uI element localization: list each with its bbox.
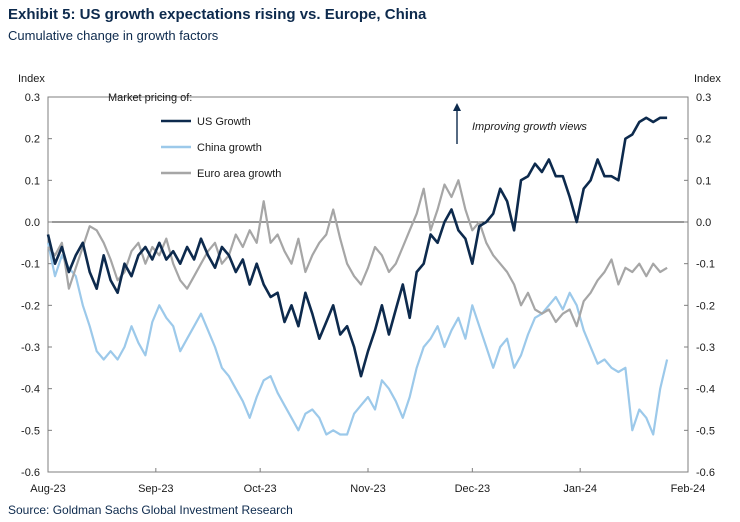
chart-title: Exhibit 5: US growth expectations rising… [8, 6, 427, 23]
x-tick-label: Nov-23 [350, 483, 385, 495]
y-tick-label-left: -0.1 [21, 259, 40, 271]
y-tick-label-right: -0.2 [696, 300, 715, 312]
y-tick-label-right: -0.3 [696, 342, 715, 354]
legend: Market pricing of: US Growth China growth E… [108, 92, 281, 180]
annotation-text: Improving growth views [472, 121, 587, 133]
y-tick-label-left: -0.4 [21, 384, 40, 396]
y-axis-label-left: Index [18, 73, 45, 85]
y-tick-label-right: -0.4 [696, 384, 715, 396]
y-tick-label-right: -0.5 [696, 425, 715, 437]
source-note: Source: Goldman Sachs Global Investment … [8, 503, 293, 517]
legend-label: Euro area growth [197, 168, 281, 180]
series-line-us-growth [46, 116, 668, 378]
y-tick-label-left: 0.0 [25, 217, 40, 229]
y-tick-label-left: -0.3 [21, 342, 40, 354]
legend-title: Market pricing of: [108, 92, 192, 104]
series-line-china-growth [46, 242, 669, 436]
y-tick-label-left: 0.3 [25, 92, 40, 104]
x-tick-label: Dec-23 [455, 483, 490, 495]
legend-label: China growth [197, 142, 262, 154]
chart-subtitle: Cumulative change in growth factors [8, 28, 219, 43]
x-tick-label: Sep-23 [138, 483, 173, 495]
series-layer [46, 116, 669, 436]
y-tick-label-left: -0.6 [21, 467, 40, 479]
y-tick-label-right: 0.3 [696, 92, 711, 104]
y-axis-label-right: Index [694, 73, 721, 85]
y-tick-label-right: 0.0 [696, 217, 711, 229]
series-line-euro-area-growth [47, 179, 668, 328]
y-tick-label-left: -0.5 [21, 425, 40, 437]
x-tick-label: Aug-23 [30, 483, 65, 495]
plot-border [47, 96, 689, 473]
y-tick-label-right: -0.1 [696, 259, 715, 271]
annotation: Improving growth views [453, 103, 587, 144]
x-tick-label: Oct-23 [244, 483, 277, 495]
axes: 0.3 0.3 0.2 0.2 0.1 0.1 0.0 0.0 -0.1 -0.1 -0.2 -0.2… [18, 73, 721, 495]
y-tick-label-right: 0.2 [696, 134, 711, 146]
y-tick-label-left: 0.1 [25, 175, 40, 187]
x-tick-label: Jan-24 [563, 483, 597, 495]
y-tick-label-left: -0.2 [21, 300, 40, 312]
legend-label: US Growth [197, 116, 251, 128]
plot-frame [47, 96, 689, 473]
y-tick-label-left: 0.2 [25, 134, 40, 146]
annotation-arrow-head [453, 103, 461, 111]
y-tick-label-right: 0.1 [696, 175, 711, 187]
y-tick-label-right: -0.6 [696, 467, 715, 479]
x-tick-label: Feb-24 [671, 483, 706, 495]
